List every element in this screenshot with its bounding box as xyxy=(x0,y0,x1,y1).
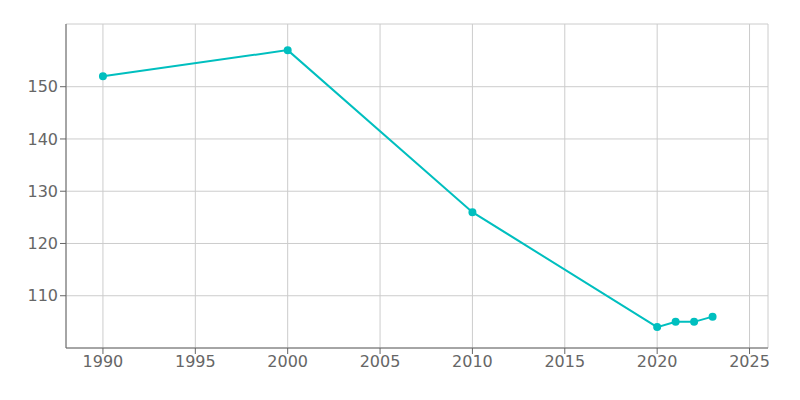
svg-text:150: 150 xyxy=(27,77,58,96)
svg-text:2015: 2015 xyxy=(544,352,585,371)
svg-text:1995: 1995 xyxy=(175,352,216,371)
svg-text:130: 130 xyxy=(27,182,58,201)
svg-text:110: 110 xyxy=(27,286,58,305)
svg-text:2010: 2010 xyxy=(452,352,493,371)
svg-text:2005: 2005 xyxy=(360,352,401,371)
svg-text:2025: 2025 xyxy=(729,352,770,371)
svg-text:120: 120 xyxy=(27,234,58,253)
svg-text:2020: 2020 xyxy=(637,352,678,371)
svg-text:2000: 2000 xyxy=(267,352,308,371)
svg-text:140: 140 xyxy=(27,130,58,149)
svg-text:1990: 1990 xyxy=(83,352,124,371)
